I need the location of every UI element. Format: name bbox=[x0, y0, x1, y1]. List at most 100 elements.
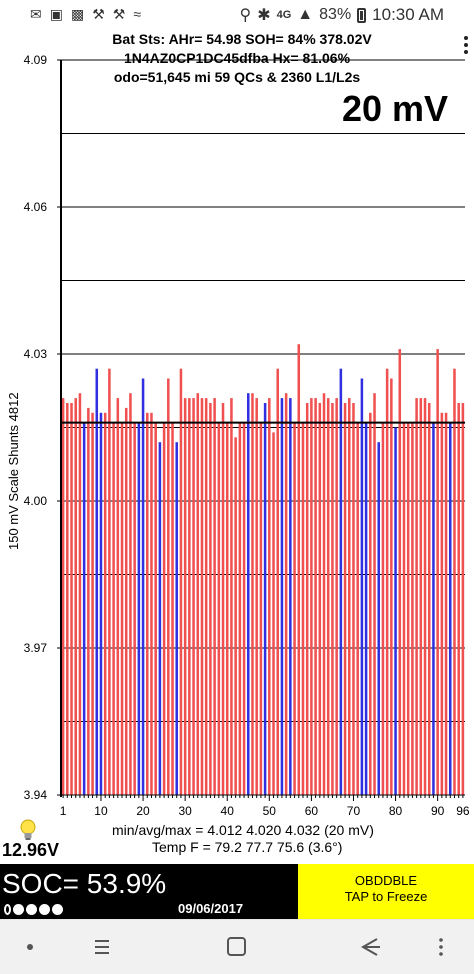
cell-bar bbox=[415, 398, 418, 795]
cell-bar bbox=[339, 368, 343, 795]
battery-summary: Bat Sts: AHr= 54.98 SOH= 84% 378.02V bbox=[112, 31, 372, 47]
x-tick-label: 30 bbox=[178, 804, 192, 818]
soc-dot bbox=[39, 904, 50, 915]
cell-bar bbox=[301, 422, 305, 795]
cell-bar bbox=[116, 398, 120, 795]
cell-bar bbox=[377, 442, 380, 795]
cell-bar bbox=[289, 398, 292, 795]
cell-bar bbox=[284, 393, 288, 795]
cell-bar bbox=[326, 398, 330, 795]
cell-bar bbox=[87, 407, 90, 795]
cell-bar bbox=[91, 412, 94, 795]
soc-date: 09/06/2017 bbox=[178, 901, 244, 916]
x-tick-label: 10 bbox=[94, 804, 108, 818]
cell-bar bbox=[318, 403, 322, 795]
cell-bar bbox=[293, 422, 296, 795]
lightbulb-icon[interactable] bbox=[18, 818, 38, 842]
gallery-icon: ▣ bbox=[49, 6, 63, 22]
cell-bar bbox=[74, 398, 77, 795]
cell-bar bbox=[280, 398, 284, 795]
cell-bar bbox=[146, 412, 149, 795]
x-tick-label: 70 bbox=[347, 804, 361, 818]
cell-bar bbox=[175, 442, 178, 795]
cell-bar bbox=[310, 398, 313, 795]
assistant-dot-icon[interactable] bbox=[27, 944, 33, 950]
cell-bar bbox=[225, 422, 229, 795]
cell-bar bbox=[103, 412, 107, 795]
y-tick-label: 4.06 bbox=[24, 200, 48, 214]
cell-bar bbox=[444, 412, 448, 795]
cell-bar bbox=[183, 398, 187, 795]
clock: 10:30 AM bbox=[372, 5, 444, 24]
recent-apps-icon[interactable] bbox=[95, 940, 109, 954]
cell-bar bbox=[247, 393, 250, 795]
cell-bar bbox=[457, 403, 460, 795]
cell-bar bbox=[124, 407, 128, 795]
soc-charge-dots bbox=[4, 904, 63, 915]
cell-bar bbox=[259, 422, 263, 795]
battery-percent: 83% bbox=[319, 6, 352, 23]
cell-bar bbox=[348, 398, 351, 795]
cell-bar bbox=[263, 403, 267, 795]
cell-bar bbox=[137, 422, 141, 795]
soc-dot bbox=[52, 904, 63, 915]
cell-bar bbox=[255, 398, 258, 795]
overflow-menu-icon[interactable] bbox=[462, 36, 470, 57]
status-bar: ✉ ▣ ▩ ⚒ ⚒ ≈ ⚲ ✱ 4G ▲ 83% 10:30 AM bbox=[0, 0, 474, 30]
x-tick-label: 1 bbox=[60, 804, 67, 818]
system-status: ⚲ ✱ 4G ▲ 83% 10:30 AM bbox=[239, 5, 444, 25]
cell-bar bbox=[440, 412, 444, 795]
cell-bar bbox=[398, 349, 402, 795]
cell-bar bbox=[78, 393, 82, 795]
back-icon[interactable] bbox=[360, 938, 380, 956]
x-tick-label: 60 bbox=[305, 804, 319, 818]
cell-bar bbox=[449, 422, 452, 795]
cell-bar bbox=[108, 368, 111, 795]
cell-voltage-chart[interactable]: 3.94 3.97 4.00 4.03 4.06 4.09 1 10 20 30 40 50 60 70 8… bbox=[0, 0, 474, 830]
odometer-line: odo=51,645 mi 59 QCs & 2360 L1/L2s bbox=[113, 69, 361, 85]
bluetooth-icon: ✱ bbox=[257, 7, 271, 24]
cell-bar bbox=[343, 403, 347, 795]
chart-axes bbox=[57, 59, 465, 801]
cell-bar bbox=[364, 422, 368, 795]
notification-icons: ✉ ▣ ▩ ⚒ ⚒ ≈ bbox=[30, 6, 141, 23]
cell-bar bbox=[192, 398, 195, 795]
cell-bar bbox=[95, 368, 99, 795]
cell-bar bbox=[268, 398, 271, 795]
y-tick-label: 4.00 bbox=[24, 494, 48, 508]
x-tick-label: 20 bbox=[136, 804, 150, 818]
home-icon[interactable] bbox=[227, 937, 246, 956]
bluetooth-tools-icon: ⚒ bbox=[112, 6, 126, 22]
cell-bar bbox=[381, 422, 385, 795]
cell-bar bbox=[402, 422, 406, 795]
cell-bar bbox=[297, 344, 301, 795]
cell-bar bbox=[242, 422, 246, 795]
x-tick-label: 80 bbox=[389, 804, 403, 818]
cell-bar bbox=[196, 393, 200, 795]
soc-value: SOC= 53.9% bbox=[2, 868, 167, 899]
cell-bar bbox=[352, 403, 355, 795]
freeze-button-title: OBDDBLE bbox=[354, 873, 418, 888]
keyboard-menu-icon[interactable] bbox=[439, 938, 443, 956]
scale-label[interactable]: 20 mV bbox=[342, 88, 449, 129]
freeze-button[interactable]: OBDDBLE TAP to Freeze bbox=[298, 864, 474, 919]
signal-icon: ▲ bbox=[297, 6, 314, 23]
min-avg-max-readout: min/avg/max = 4.012 4.020 4.032 (20 mV) bbox=[112, 822, 374, 838]
cell-bar bbox=[453, 368, 456, 795]
wifi-icon: ≈ bbox=[133, 6, 142, 22]
cell-bar bbox=[221, 403, 225, 795]
x-tick-label: 40 bbox=[221, 804, 235, 818]
vin-line: 1N4AZ0CP1DC45dfba Hx= 81.06% bbox=[123, 50, 351, 66]
cell-bar bbox=[217, 422, 221, 795]
cell-bar bbox=[238, 422, 242, 795]
cell-bar bbox=[360, 378, 364, 795]
calendar-icon: ▩ bbox=[70, 6, 85, 22]
soc-panel: SOC= 53.9% 09/06/2017 bbox=[0, 864, 298, 919]
x-tick-label: 96 bbox=[456, 804, 470, 818]
soc-dot bbox=[4, 904, 11, 915]
cell-bar bbox=[167, 378, 170, 795]
network-label: 4G bbox=[276, 9, 292, 21]
cell-bar bbox=[419, 398, 423, 795]
cell-bar bbox=[213, 398, 216, 795]
cell-bar bbox=[373, 393, 376, 795]
